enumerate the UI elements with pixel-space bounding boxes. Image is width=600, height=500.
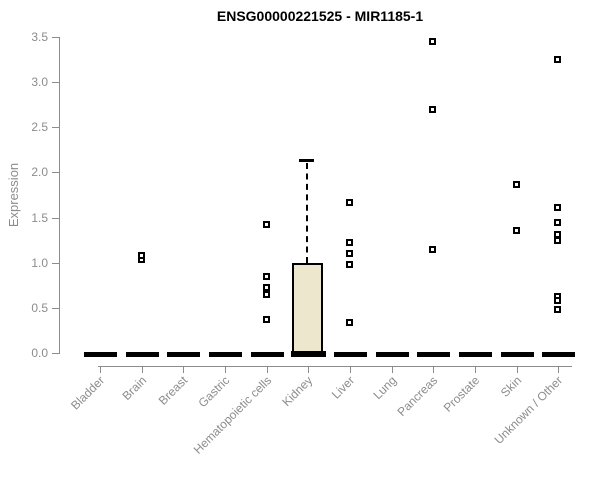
x-axis-tick [141,366,143,373]
y-axis-line [59,37,60,354]
data-point [554,237,562,245]
data-point [554,230,562,238]
data-point [554,296,562,304]
y-tick-label: 1.5 [31,210,48,225]
y-axis-tick [52,82,59,84]
y-tick-label: 3.5 [31,30,48,44]
y-axis-tick [52,353,59,354]
box-whisker [306,162,309,263]
x-axis-tick [433,366,435,373]
y-axis-title: Expression [6,162,21,228]
zero-median-dash [458,352,492,357]
zero-median-dash [333,352,367,357]
x-axis-tick [266,366,268,373]
data-point [554,218,562,226]
x-axis-tick [391,366,393,373]
y-axis-tick [52,127,59,129]
zero-median-dash [250,352,284,357]
data-point [345,199,353,207]
x-axis-tick [349,366,351,373]
data-point [262,315,270,323]
data-point [512,181,520,189]
data-point [345,238,353,246]
y-axis-tick [52,37,59,38]
zero-median-dash [167,352,201,357]
data-point [262,291,270,299]
data-point [512,227,520,235]
data-point [429,38,437,46]
y-tick-label: 0.0 [31,346,48,360]
zero-median-dash [500,352,534,357]
data-point [262,283,270,291]
y-axis-tick [52,307,59,309]
x-axis-tick [183,366,185,373]
y-axis-tick [52,262,59,264]
x-axis-tick [558,366,560,373]
x-axis-line [98,366,572,367]
box-median-line [291,351,327,357]
box-iqr [292,262,324,353]
y-tick-label: 1.0 [31,255,48,270]
data-point [429,106,437,114]
x-axis-tick [474,366,476,373]
data-point [554,56,562,64]
data-point [345,319,353,327]
zero-median-dash [542,352,576,357]
zero-median-dash [417,352,451,357]
zero-median-dash [208,352,242,357]
data-point [554,305,562,313]
data-point [262,273,270,281]
zero-median-dash [84,352,117,357]
x-axis-tick [224,366,226,373]
x-axis-tick [308,366,310,373]
y-axis-tick [52,217,59,219]
data-point [554,203,562,211]
data-point [262,220,270,228]
zero-median-dash [125,352,159,357]
data-point [137,252,145,260]
data-point [345,249,353,257]
data-point [429,246,437,254]
box-whisker-cap [299,158,315,162]
chart-title: ENSG00000221525 - MIR1185-1 [216,8,424,24]
x-axis-tick [100,366,101,373]
zero-median-dash [375,352,409,357]
data-point [345,261,353,269]
y-tick-label: 2.5 [31,120,48,135]
y-tick-label: 0.5 [31,300,48,315]
y-axis-tick [52,172,59,174]
x-axis-tick [516,366,518,373]
y-tick-label: 2.0 [31,165,48,180]
y-tick-label: 3.0 [31,75,48,90]
